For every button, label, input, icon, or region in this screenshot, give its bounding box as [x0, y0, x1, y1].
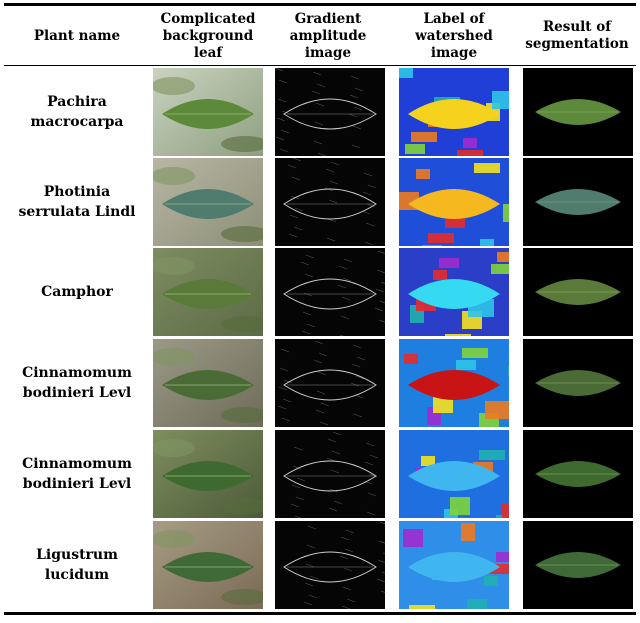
plant-name-text: Pachira macrocarpa: [30, 94, 124, 130]
table-header-rule: [4, 65, 636, 66]
background-leaf-image: [153, 158, 263, 246]
gradient-amplitude-image: [275, 248, 385, 336]
watershed-label-image: [399, 339, 509, 427]
plant-name-cell: Pachira macrocarpa: [4, 68, 150, 156]
segmentation-result-image: [523, 158, 633, 246]
segmentation-result-image: [523, 248, 633, 336]
plant-name-cell: Camphor: [4, 248, 150, 336]
segmentation-result-image: [523, 339, 633, 427]
header-segmentation: Result of segmentation: [525, 19, 629, 52]
plant-name-cell: Cinnamomum bodinieri Levl: [4, 339, 150, 427]
gradient-amplitude-image: [275, 158, 385, 246]
plant-name-text: Cinnamomum bodinieri Levl: [22, 365, 132, 401]
header-background-leaf: Complicated background leaf: [160, 10, 256, 61]
gradient-amplitude-image: [275, 339, 385, 427]
plant-name-cell: Photinia serrulata Lindl: [4, 158, 150, 246]
watershed-label-image: [399, 248, 509, 336]
segmentation-result-image: [523, 68, 633, 156]
table-bottom-rule: [4, 612, 636, 615]
background-leaf-image: [153, 68, 263, 156]
segmentation-result-image: [523, 430, 633, 518]
watershed-label-image: [399, 68, 509, 156]
header-watershed: Label of watershed image: [415, 10, 493, 61]
table-top-rule: [4, 3, 636, 6]
watershed-label-image: [399, 521, 509, 609]
background-leaf-image: [153, 248, 263, 336]
watershed-label-image: [399, 158, 509, 246]
gradient-amplitude-image: [275, 521, 385, 609]
header-plant-name: Plant name: [33, 27, 121, 44]
gradient-amplitude-image: [275, 430, 385, 518]
plant-name-text: Ligustrum lucidum: [36, 547, 118, 583]
gradient-amplitude-image: [275, 68, 385, 156]
background-leaf-image: [153, 521, 263, 609]
plant-name-text: Camphor: [41, 284, 113, 300]
plant-name-cell: Cinnamomum bodinieri Levl: [4, 430, 150, 518]
background-leaf-image: [153, 339, 263, 427]
header-gradient: Gradient amplitude image: [289, 10, 367, 61]
plant-name-text: Cinnamomum bodinieri Levl: [22, 456, 132, 492]
plant-name-cell: Ligustrum lucidum: [4, 521, 150, 609]
segmentation-result-image: [523, 521, 633, 609]
background-leaf-image: [153, 430, 263, 518]
plant-name-text: Photinia serrulata Lindl: [18, 184, 136, 220]
watershed-label-image: [399, 430, 509, 518]
